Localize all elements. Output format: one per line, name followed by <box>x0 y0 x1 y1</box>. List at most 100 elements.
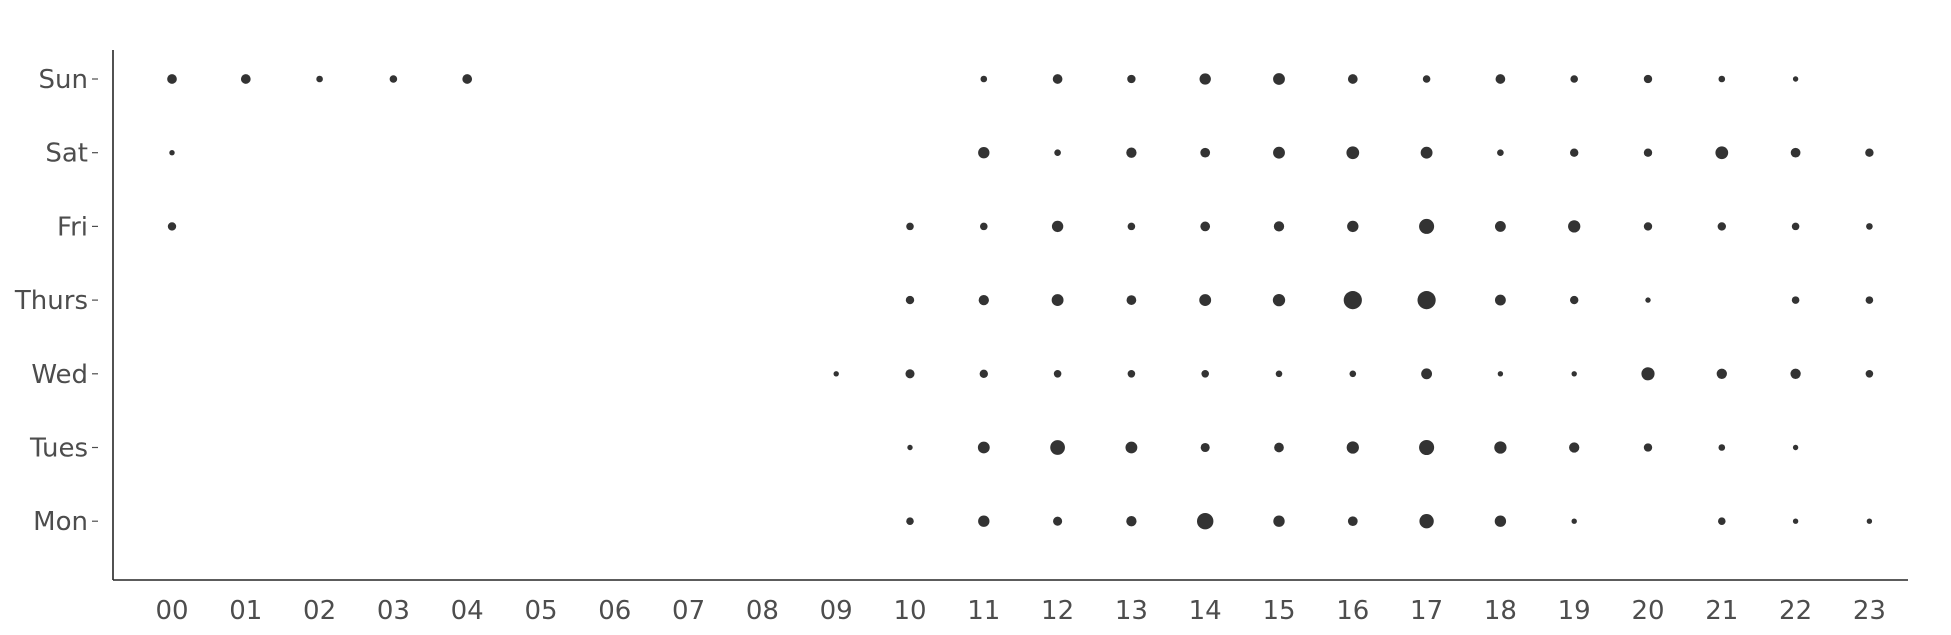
y-axis-ticks: Mon Tues Wed Thurs Fri Sat Sun <box>14 65 98 537</box>
x-tick-label-20: 20 <box>1631 596 1664 626</box>
point-sat-11 <box>978 147 990 159</box>
point-sat-16 <box>1346 146 1360 160</box>
point-sun-20 <box>1643 74 1653 84</box>
point-fri-22 <box>1791 222 1800 231</box>
point-mon-14 <box>1196 512 1214 530</box>
point-sun-22 <box>1792 76 1799 82</box>
point-tues-21 <box>1718 444 1726 451</box>
point-fri-21 <box>1717 222 1726 231</box>
point-wed-21 <box>1716 368 1727 379</box>
x-tick-label-21: 21 <box>1705 596 1738 626</box>
point-tues-22 <box>1792 444 1799 451</box>
point-mon-22 <box>1792 518 1799 524</box>
x-tick-label-11: 11 <box>967 596 1000 626</box>
x-tick-label-23: 23 <box>1853 596 1886 626</box>
x-tick-label-15: 15 <box>1262 596 1295 626</box>
point-mon-17 <box>1419 514 1434 529</box>
point-fri-13 <box>1127 222 1136 231</box>
point-tues-12 <box>1050 440 1065 455</box>
x-tick-label-08: 08 <box>746 596 779 626</box>
point-tues-11 <box>977 441 990 454</box>
point-fri-14 <box>1200 221 1211 232</box>
point-sat-17 <box>1420 146 1433 159</box>
point-thurs-20 <box>1645 297 1651 303</box>
x-tick-label-12: 12 <box>1041 596 1074 626</box>
point-tues-18 <box>1494 441 1507 454</box>
point-sun-19 <box>1570 75 1578 83</box>
point-sat-15 <box>1273 146 1285 159</box>
point-sun-21 <box>1718 75 1726 83</box>
point-thurs-23 <box>1865 296 1874 304</box>
point-sat-18 <box>1497 149 1504 157</box>
point-fri-23 <box>1866 223 1873 230</box>
point-wed-15 <box>1275 370 1283 378</box>
point-fri-12 <box>1051 220 1064 233</box>
point-wed-23 <box>1865 370 1874 378</box>
x-tick-label-05: 05 <box>524 596 557 626</box>
point-wed-19 <box>1571 371 1577 377</box>
point-fri-19 <box>1568 220 1581 233</box>
point-sat-19 <box>1570 148 1579 157</box>
point-sat-12 <box>1054 149 1061 157</box>
x-tick-label-09: 09 <box>820 596 853 626</box>
point-thurs-10 <box>905 295 915 305</box>
point-wed-16 <box>1349 370 1357 378</box>
point-fri-16 <box>1347 220 1359 233</box>
point-tues-13 <box>1125 441 1138 454</box>
y-tick-label-fri: Fri <box>57 212 88 242</box>
point-fri-15 <box>1273 221 1285 232</box>
point-wed-09 <box>833 371 839 377</box>
y-tick-label-mon: Mon <box>33 507 88 537</box>
point-thurs-14 <box>1199 294 1212 307</box>
point-mon-13 <box>1126 516 1137 527</box>
point-tues-16 <box>1346 441 1359 454</box>
point-thurs-11 <box>978 294 989 306</box>
point-sun-04 <box>462 74 473 84</box>
x-tick-label-14: 14 <box>1189 596 1222 626</box>
point-tues-17 <box>1419 439 1435 456</box>
point-mon-19 <box>1571 518 1577 524</box>
point-mon-18 <box>1494 515 1507 527</box>
point-wed-14 <box>1201 370 1209 378</box>
point-mon-23 <box>1866 518 1873 524</box>
point-wed-12 <box>1053 370 1062 378</box>
point-sat-00 <box>169 150 175 156</box>
point-thurs-16 <box>1343 291 1362 310</box>
x-tick-label-03: 03 <box>377 596 410 626</box>
point-mon-11 <box>978 515 990 527</box>
point-sun-02 <box>316 75 323 83</box>
point-tues-14 <box>1200 442 1210 453</box>
point-sat-14 <box>1200 147 1211 158</box>
x-tick-label-06: 06 <box>598 596 631 626</box>
point-wed-18 <box>1497 371 1504 377</box>
x-axis-ticks: 00 01 02 03 04 05 06 07 08 09 10 11 12 13 14 15 16 17 18 19… <box>155 596 1885 626</box>
point-wed-17 <box>1421 368 1433 380</box>
point-fri-18 <box>1494 220 1506 232</box>
x-tick-label-17: 17 <box>1410 596 1443 626</box>
point-fri-11 <box>980 222 988 231</box>
point-thurs-18 <box>1494 294 1506 306</box>
point-sun-14 <box>1199 73 1211 85</box>
x-tick-label-04: 04 <box>451 596 484 626</box>
x-tick-label-19: 19 <box>1558 596 1591 626</box>
x-tick-label-18: 18 <box>1484 596 1517 626</box>
point-fri-17 <box>1419 218 1435 234</box>
x-tick-label-10: 10 <box>893 596 926 626</box>
y-tick-label-sat: Sat <box>45 139 88 169</box>
point-sun-17 <box>1422 75 1431 83</box>
x-tick-label-07: 07 <box>672 596 705 626</box>
point-wed-22 <box>1790 368 1801 379</box>
point-tues-19 <box>1569 442 1580 453</box>
point-thurs-22 <box>1791 296 1800 304</box>
point-wed-10 <box>905 369 915 379</box>
point-sun-13 <box>1127 74 1136 84</box>
point-tues-10 <box>907 444 913 451</box>
point-sat-22 <box>1790 147 1801 158</box>
point-sat-13 <box>1126 147 1137 158</box>
point-mon-12 <box>1053 516 1063 526</box>
point-thurs-17 <box>1417 291 1436 310</box>
point-sun-03 <box>389 75 398 83</box>
point-fri-00 <box>167 222 177 231</box>
point-sun-16 <box>1347 74 1358 84</box>
